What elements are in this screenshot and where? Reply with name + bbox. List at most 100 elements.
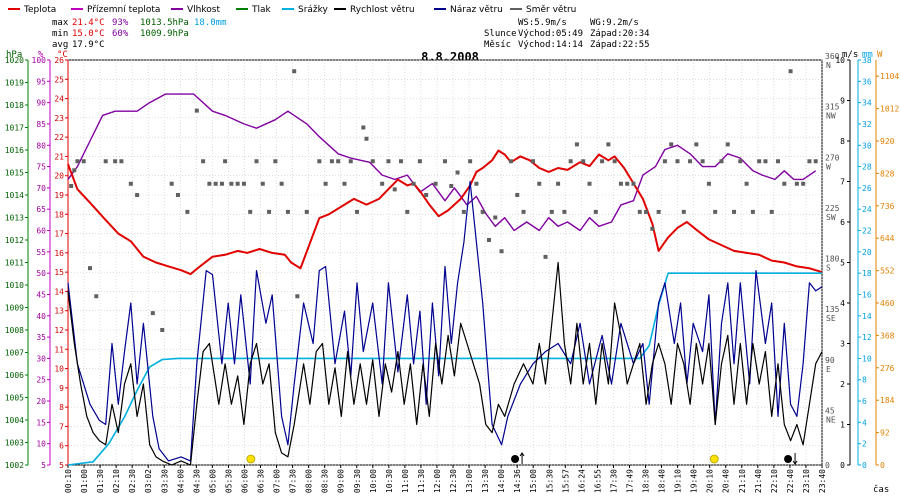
hum-tick-label: 95	[36, 77, 46, 86]
plot-frame	[67, 59, 823, 466]
temp-tick-label: 10	[54, 365, 64, 374]
wind-dir-point	[757, 159, 762, 164]
wind-dir-point	[581, 159, 586, 164]
wind-dir-point	[637, 209, 642, 214]
unit-wm: W	[877, 50, 883, 60]
wind-dir-point	[185, 209, 190, 214]
dir-tick-label: 0	[825, 461, 830, 470]
wind-dir-point	[119, 159, 124, 164]
hum-tick-label: 45	[36, 290, 46, 299]
temp-tick-label: 8	[59, 403, 64, 412]
mm-tick-label: 12	[862, 333, 872, 342]
x-tick-label: 21:40	[754, 469, 763, 493]
hum-tick-label: 100	[32, 56, 47, 65]
wind-dir-point	[618, 181, 623, 186]
dir-tick-compass: NW	[826, 112, 836, 121]
x-tick-label: 02:10	[112, 469, 121, 493]
hum-tick-label: 15	[36, 418, 46, 427]
wind-dir-point	[807, 159, 812, 164]
unit-ms: m/s	[842, 50, 858, 60]
wind-dir-point	[75, 159, 80, 164]
wind-dir-point	[461, 209, 466, 214]
wind-dir-point	[675, 159, 680, 164]
wm-tick-label: 1104	[880, 72, 899, 81]
moonset-arrowhead	[792, 460, 798, 465]
temp-tick-label: 16	[54, 249, 64, 258]
wm-tick-label: 276	[880, 364, 895, 373]
legend-label: Vlhkost	[187, 5, 220, 15]
wind-dir-point	[813, 159, 818, 164]
series-line-vlhkost	[67, 93, 817, 232]
wind-dir-point	[411, 181, 416, 186]
ms-tick-label: 7	[840, 178, 845, 187]
x-tick-label: 06:30	[257, 469, 266, 493]
x-tick-label: 00:10	[64, 469, 73, 493]
wind-dir-point	[644, 209, 649, 214]
wind-dir-point	[336, 159, 341, 164]
stat-avg-temp: 17.9°C	[72, 40, 105, 50]
x-tick-label: 15:30	[545, 469, 554, 493]
temp-tick-label: 5	[59, 461, 64, 470]
temp-tick-label: 21	[54, 152, 64, 161]
wind-dir-point	[229, 181, 234, 186]
x-axis: 00:10 01:00 01:30 02:10 02:30 03:02 03:30 04:00…	[64, 465, 827, 493]
mm-tick-label: 2	[862, 440, 867, 449]
press-tick-label: 1015	[5, 169, 24, 178]
press-tick-label: 1005	[5, 394, 24, 403]
wind-dir-point	[713, 209, 718, 214]
press-tick-label: 1006	[5, 371, 24, 380]
x-tick-label: 11:30	[417, 469, 426, 493]
ms-tick-label: 8	[840, 137, 845, 146]
wm-tick-label: 736	[880, 202, 895, 211]
dir-tick-label: 360	[825, 52, 840, 61]
press-tick-label: 1009	[5, 304, 24, 313]
ms-tick-label: 5	[840, 259, 845, 268]
press-tick-label: 1003	[5, 439, 24, 448]
moonrise-arrowhead	[519, 452, 525, 457]
press-tick-label: 1017	[5, 124, 24, 133]
temp-tick-label: 7	[59, 422, 64, 431]
wind-dir-point	[549, 209, 554, 214]
mm-tick-label: 0	[862, 461, 867, 470]
legend-label: Srážky	[298, 5, 329, 15]
sunset-marker	[709, 454, 719, 464]
wm-tick-label: 1012	[880, 105, 899, 114]
x-tick-label: 04:30	[192, 469, 201, 493]
press-tick-label: 1002	[5, 461, 24, 470]
x-tick-label: 13:30	[481, 469, 490, 493]
dir-tick-label: 270	[825, 153, 840, 162]
wind-dir-point	[468, 159, 473, 164]
wind-dir-point	[776, 159, 781, 164]
wind-dir-point	[474, 181, 479, 186]
dir-tick-label: 135	[825, 305, 840, 314]
unit-mm: mm	[862, 50, 873, 60]
press-tick-label: 1007	[5, 349, 24, 358]
press-tick-label: 1014	[5, 191, 24, 200]
wm-tick-label: 920	[880, 137, 895, 146]
stat-max-rain: 18.0mm	[194, 18, 227, 28]
temp-tick-label: 9	[59, 384, 64, 393]
ms-tick-label: 9	[840, 97, 845, 106]
temp-tick-label: 25	[54, 75, 64, 84]
wm-tick-label: 644	[880, 234, 895, 243]
wind-dir-point	[160, 328, 165, 332]
wind-dir-point	[794, 181, 799, 186]
x-tick-label: 23:40	[818, 469, 827, 493]
stat-min-hum: 60%	[112, 29, 129, 39]
mm-tick-label: 8	[862, 376, 867, 385]
wind-dir-point	[386, 159, 391, 164]
wind-dir-point	[744, 181, 749, 186]
legend: Teplota Přízemní teplota Vlhkost Tlak Srážky…	[8, 5, 576, 15]
wind-dir-point	[750, 209, 755, 214]
legend-label: Tlak	[251, 5, 272, 15]
info-moonrise: Východ:14:14	[518, 40, 583, 50]
mm-tick-label: 34	[862, 99, 872, 108]
hum-tick-label: 80	[36, 141, 46, 150]
x-tick-label: 02:30	[128, 469, 137, 493]
ms-tick-label: 2	[840, 380, 845, 389]
hum-tick-label: 25	[36, 376, 46, 385]
series-line-teplota	[67, 149, 823, 276]
mm-tick-label: 18	[862, 269, 872, 278]
wm-tick-label: 828	[880, 169, 895, 178]
hum-tick-label: 5	[41, 461, 46, 470]
